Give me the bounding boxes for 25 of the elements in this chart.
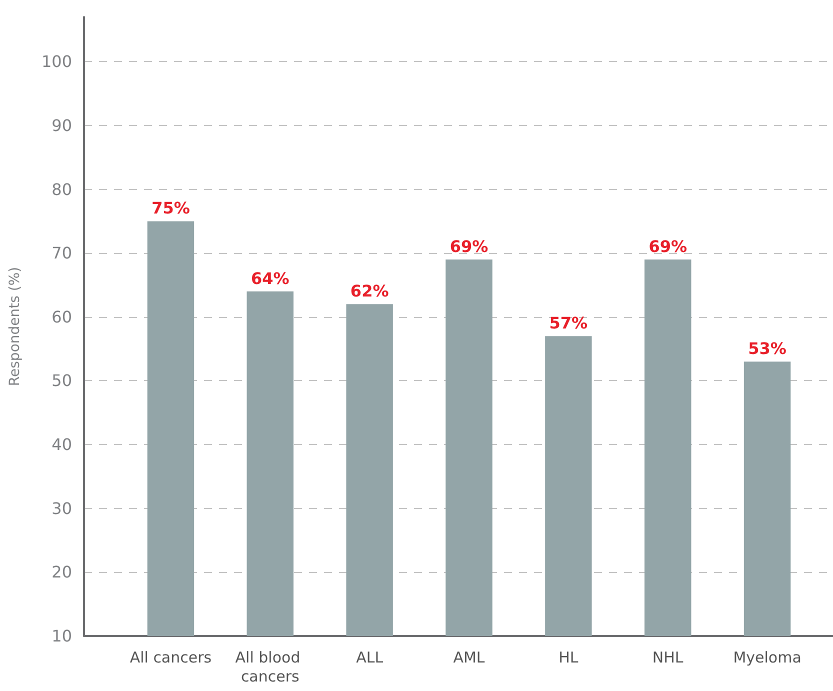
x-tick-label: NHL [652,648,684,666]
x-tick-label: HL [558,648,579,666]
y-tick-label: 10 [52,626,72,646]
x-tick-label: All blood cancers [235,648,305,686]
x-tick-label: All cancers [130,648,212,666]
y-tick-label: 70 [52,244,72,263]
data-label: 62% [350,282,389,301]
y-tick-label: 40 [52,435,72,454]
y-axis-title: Respondents (%) [7,266,23,386]
y-tick-label: 100 [41,52,72,72]
y-tick-label: 80 [52,180,72,199]
data-label: 64% [250,268,290,288]
y-tick-label: 20 [52,562,72,582]
data-label: 69% [450,236,488,256]
data-label: 57% [549,314,588,333]
y-tick-label: 60 [52,307,72,326]
x-tick-label: Myeloma [733,648,802,666]
x-tick-label: ALL [356,648,384,666]
data-label: 53% [748,339,786,358]
x-tick-label: AML [453,648,486,666]
y-tick-label: 90 [52,116,72,135]
y-tick-label: 30 [52,498,72,518]
data-label: 75% [152,198,190,218]
data-label: 69% [648,236,688,256]
y-tick-label: 50 [52,371,72,390]
